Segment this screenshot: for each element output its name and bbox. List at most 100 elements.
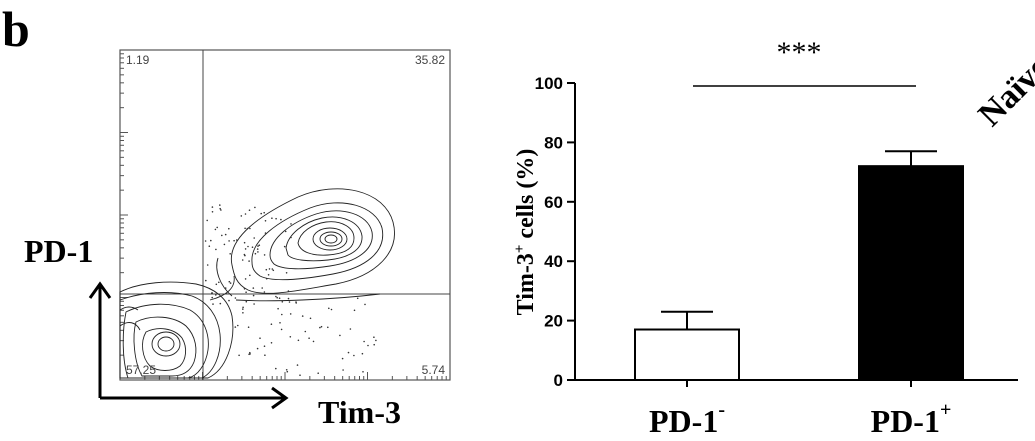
- event-dot: [208, 245, 211, 247]
- event-dot: [216, 226, 218, 229]
- event-dot: [278, 297, 281, 300]
- event-dot: [211, 211, 214, 213]
- contour-lower-left-population: [119, 275, 235, 379]
- event-dot: [243, 241, 246, 244]
- contour-upper-right-population: [216, 188, 395, 302]
- event-dot: [204, 240, 207, 242]
- event-dot: [356, 297, 359, 300]
- x-arrow-head: [271, 386, 289, 410]
- y-arrow-head: [88, 281, 112, 299]
- quadrant-ll-value: 57.25: [126, 363, 156, 377]
- event-dot: [280, 218, 282, 221]
- event-dot: [238, 354, 240, 357]
- event-dot: [252, 294, 255, 297]
- event-dot: [327, 326, 329, 329]
- event-dot: [241, 259, 244, 261]
- flow-contour-plot: 1.19 35.82 57.25 5.74: [119, 49, 451, 381]
- event-dot: [296, 364, 299, 366]
- event-dot: [219, 207, 221, 210]
- flow-plot-frame: [119, 49, 451, 381]
- event-dot: [251, 246, 254, 248]
- event-dot: [237, 324, 239, 327]
- event-dot: [224, 233, 227, 236]
- event-dot: [263, 254, 266, 256]
- event-dot: [253, 303, 255, 305]
- event-dot: [286, 370, 289, 373]
- event-dot: [245, 300, 248, 303]
- event-dot: [281, 301, 284, 303]
- event-dot: [229, 253, 231, 255]
- event-dot: [249, 227, 251, 230]
- panel-label: b: [2, 1, 30, 57]
- event-dot: [312, 340, 315, 343]
- event-dot: [301, 315, 304, 317]
- event-dot: [375, 339, 377, 342]
- event-dot: [252, 287, 255, 289]
- event-dot: [245, 291, 247, 294]
- event-dot: [289, 336, 292, 338]
- event-dot: [263, 211, 266, 214]
- event-dot: [261, 287, 264, 289]
- event-dot: [290, 236, 292, 239]
- event-dot: [275, 217, 277, 220]
- event-dot: [330, 308, 333, 311]
- event-dot: [211, 292, 213, 294]
- event-dot: [259, 337, 261, 340]
- event-dot: [280, 328, 283, 331]
- event-dot: [265, 268, 268, 271]
- event-dot: [364, 303, 366, 306]
- event-dot: [219, 204, 221, 206]
- event-dot: [210, 239, 212, 242]
- event-dot: [206, 219, 208, 222]
- significance-annotation: ***: [693, 36, 916, 87]
- event-dot: [248, 209, 251, 211]
- event-dot: [260, 212, 263, 215]
- contour-populations: [119, 188, 395, 379]
- event-dot: [249, 274, 251, 277]
- event-dot: [249, 351, 251, 354]
- event-dot: [244, 227, 246, 230]
- event-dot: [244, 213, 247, 215]
- event-dot: [339, 334, 341, 337]
- event-dot: [219, 302, 222, 305]
- event-dot: [270, 342, 273, 344]
- event-dot: [295, 302, 298, 304]
- event-dot: [256, 248, 259, 250]
- event-dot: [342, 369, 344, 371]
- corner-label: Naïve: [971, 49, 1035, 134]
- event-dot: [263, 345, 266, 348]
- event-dot: [228, 280, 231, 283]
- event-dot: [242, 308, 244, 310]
- event-dot: [367, 344, 369, 347]
- event-dot: [249, 353, 251, 355]
- quadrant-ur-value: 35.82: [415, 53, 445, 67]
- flow-y-marker-label: PD-1: [24, 233, 93, 269]
- event-dot: [233, 239, 235, 242]
- event-dot: [270, 323, 273, 326]
- event-dot: [248, 260, 250, 262]
- event-dot: [287, 297, 290, 300]
- event-dot: [206, 264, 209, 266]
- event-dot: [257, 245, 259, 247]
- event-dot: [276, 296, 279, 299]
- event-dot: [243, 253, 246, 256]
- bar-y-tick-label: 40: [544, 252, 563, 271]
- event-dot: [353, 309, 356, 312]
- event-dot: [242, 312, 244, 314]
- event-dot: [268, 268, 271, 270]
- event-dot: [297, 339, 300, 342]
- event-dot: [229, 282, 232, 284]
- event-dot: [212, 303, 214, 305]
- event-dot: [243, 288, 246, 290]
- event-dot: [228, 299, 230, 302]
- bar-y-tick-label: 80: [544, 133, 563, 152]
- event-dot: [257, 251, 259, 253]
- event-dot: [284, 230, 287, 233]
- bar-1: [858, 165, 964, 381]
- event-dot: [281, 313, 283, 316]
- event-dot: [271, 268, 274, 270]
- event-dot: [224, 287, 227, 289]
- event-dot: [320, 325, 323, 328]
- event-dots: [204, 204, 377, 377]
